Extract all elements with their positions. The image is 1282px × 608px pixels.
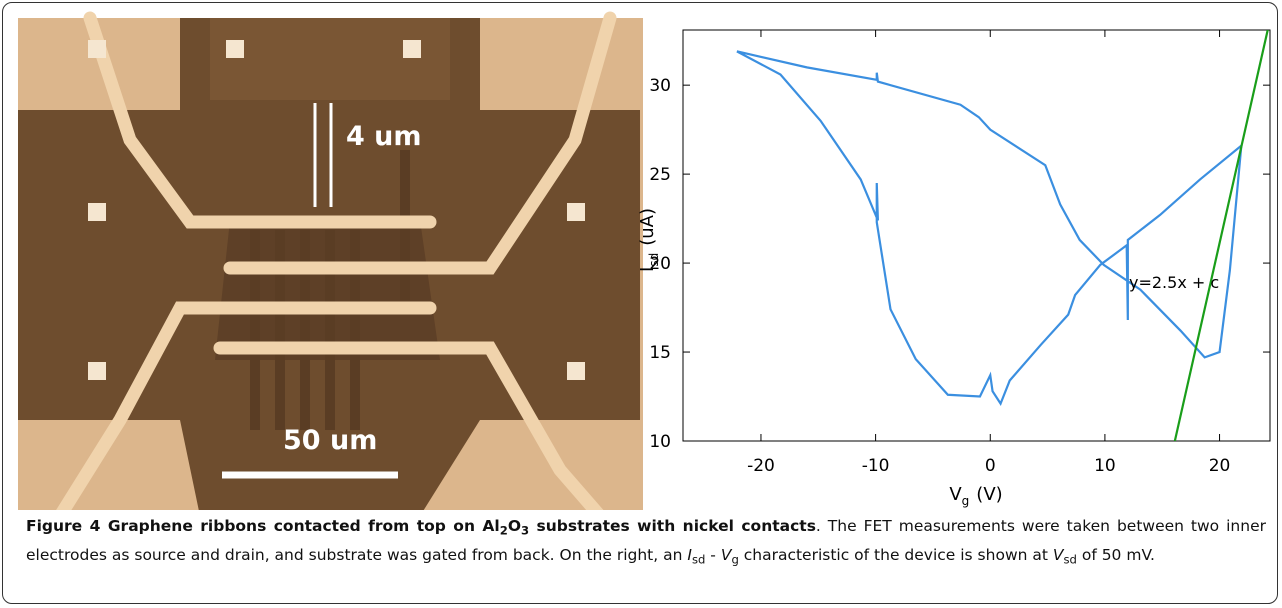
x-label-unit: (V) (976, 484, 1002, 505)
x-tick-label: 10 (1094, 456, 1116, 476)
caption-text: V (1053, 546, 1064, 564)
caption-text: sd (692, 553, 705, 567)
y-tick-label: 15 (649, 343, 671, 363)
x-label-sub: g (962, 494, 970, 508)
x-tick-label: -10 (862, 456, 890, 476)
caption-text: V (721, 546, 732, 564)
y-tick-label: 25 (649, 165, 671, 185)
data-line (1175, 30, 1268, 441)
plot-frame (683, 30, 1270, 441)
caption-text: 3 (521, 523, 529, 537)
caption: Figure 4 Graphene ribbons contacted from… (26, 514, 1266, 573)
x-tick-label: 0 (985, 456, 996, 476)
x-label-main: V (949, 484, 962, 505)
caption-text: substrates with nickel contacts (529, 517, 816, 535)
annotation: y=2.5x + c (1129, 273, 1219, 292)
x-tick-label: 20 (1209, 456, 1231, 476)
caption-text: of 50 mV. (1077, 546, 1155, 564)
caption-text: g (731, 553, 738, 567)
data-line (737, 51, 1241, 403)
x-tick-label: -20 (747, 456, 775, 476)
page: 4 um 50 um -20-10010201015202530y=2.5x +… (0, 0, 1282, 608)
caption-text: - (705, 546, 720, 564)
y-tick-label: 10 (649, 432, 671, 452)
y-tick-label: 30 (649, 76, 671, 96)
x-axis-label: Vg (V) (949, 484, 1002, 508)
image-label: 50 um (283, 425, 377, 456)
image-label: 4 um (346, 121, 422, 152)
caption-text: sd (1063, 553, 1076, 567)
caption-text: Figure 4 Graphene ribbons contacted from… (26, 517, 500, 535)
caption-text: characteristic of the device is shown at (739, 546, 1053, 564)
y-label-sub: sd (647, 253, 661, 267)
caption-text: 2 (500, 523, 508, 537)
micrograph: 4 um 50 um (18, 18, 643, 510)
caption-text: O (508, 517, 521, 535)
y-label-unit: (uA) (637, 208, 658, 246)
